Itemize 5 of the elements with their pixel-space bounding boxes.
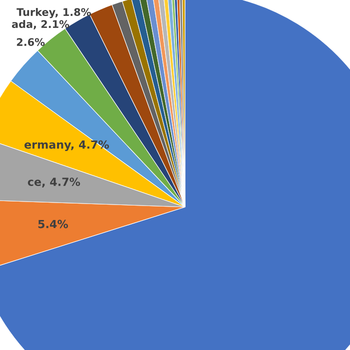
data-label: Turkey, 1.8%	[16, 8, 91, 18]
data-label: ada, 2.1%	[12, 20, 70, 30]
data-label: 2.6%	[16, 38, 45, 46]
data-label: 5.4%	[38, 220, 68, 228]
data-label: ce, 4.7%	[28, 178, 80, 188]
